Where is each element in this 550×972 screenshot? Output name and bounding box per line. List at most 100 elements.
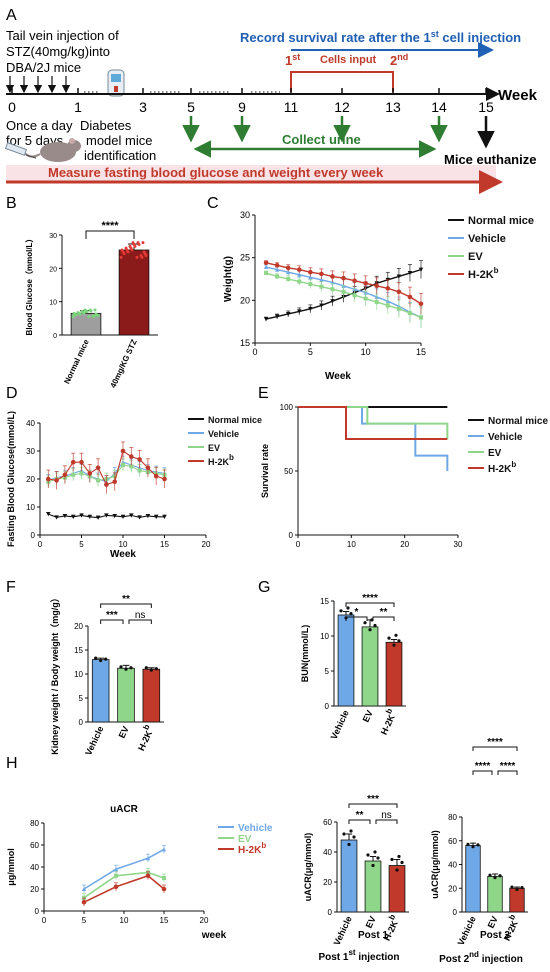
- x-axis-label-main: Post 2: [439, 954, 469, 965]
- legend-vehicle-main: Vehicle: [488, 432, 523, 443]
- y-tick-label: 20: [240, 295, 250, 305]
- significance-bracket: [128, 619, 152, 624]
- timeline-tick: 15: [478, 99, 494, 115]
- legend-h-2k-main: H-2K: [208, 457, 230, 467]
- data-point: [330, 299, 335, 304]
- replicate-dot: [488, 873, 492, 877]
- replicate-dot: [397, 854, 401, 859]
- replicate-dot: [128, 244, 132, 248]
- category-label-main: 40mg/KG STZ: [108, 338, 138, 389]
- bar: [487, 875, 503, 913]
- data-point: [341, 275, 346, 281]
- x-tick-label: 15: [160, 540, 169, 549]
- replicate-dot: [339, 609, 343, 613]
- timeline-record-text: Record survival rate after the 1st cell …: [240, 29, 521, 45]
- x-tick-label: 0: [42, 916, 47, 925]
- measure-label: Measure fasting blood glucose and weight…: [48, 165, 384, 180]
- chart-h1: 0 20 40 60 80 0 5 10 15 20 μg/mmol week VehicleEVH-2…: [6, 819, 273, 941]
- bar: [117, 667, 135, 723]
- data-point: [286, 311, 291, 317]
- y-tick-label: 0: [53, 333, 57, 340]
- y-tick-label: 30: [26, 447, 35, 456]
- category-label: H-2Kb: [375, 707, 399, 736]
- replicate-dot: [142, 250, 146, 254]
- replicate-dot: [349, 612, 353, 616]
- y-tick-label: 0: [79, 718, 84, 727]
- data-point: [46, 512, 51, 517]
- x-tick-label: 0: [296, 540, 301, 549]
- data-point: [120, 448, 126, 454]
- replicate-dot: [363, 621, 367, 625]
- replicate-dot: [94, 312, 98, 316]
- x-tick-label: 30: [454, 540, 463, 549]
- data-point: [87, 514, 92, 519]
- category-label-main: Vehicle: [83, 725, 105, 757]
- y-tick-label: 30: [240, 210, 250, 220]
- x-tick-label: 10: [120, 916, 129, 925]
- data-point: [418, 301, 424, 307]
- data-point: [297, 309, 302, 314]
- data-point: [418, 267, 424, 272]
- replicate-dot: [342, 832, 346, 836]
- data-point: [70, 459, 76, 465]
- replicate-dot: [520, 886, 524, 890]
- x-axis-label-tail: injection: [479, 954, 523, 965]
- y-tick-label: 15: [320, 597, 329, 606]
- significance-label: ns: [135, 610, 146, 621]
- data-point: [319, 284, 324, 289]
- significance-bracket: [100, 619, 124, 624]
- data-point: [162, 876, 166, 880]
- y-tick-label: 30: [49, 233, 57, 240]
- injection-arrows: [5, 76, 71, 94]
- y-axis-label: uACR(μg/mmol): [430, 830, 440, 899]
- y-tick-label: 40: [448, 861, 457, 870]
- y-tick-label: 10: [26, 503, 35, 512]
- category-label: Vehicle: [329, 709, 351, 741]
- data-point: [137, 515, 142, 520]
- bar: [361, 626, 379, 707]
- y-axis-label: BUN(mmol/L): [300, 625, 310, 683]
- timeline-tick: 9: [238, 99, 246, 115]
- replicate-dot: [476, 843, 480, 847]
- data-point: [407, 294, 413, 300]
- x-tick-label: 5: [79, 540, 84, 549]
- significance-label: ****: [101, 220, 119, 232]
- replicate-dot: [119, 255, 123, 259]
- data-point: [263, 264, 269, 270]
- y-tick-label: 80: [448, 813, 457, 822]
- chart-c: 15 20 25 30 0 5 10 15 Weight(g) Week Normal mice Ve…: [223, 210, 534, 382]
- data-point: [319, 303, 324, 308]
- data-point: [112, 513, 117, 519]
- timeline-tick: 3: [139, 99, 147, 115]
- y-tick-label: 20: [30, 885, 39, 894]
- replicate-dot: [144, 666, 148, 670]
- data-point: [308, 269, 313, 275]
- x-tick-label: 20: [400, 540, 409, 549]
- data-point: [297, 279, 302, 284]
- data-point: [112, 479, 117, 485]
- legend-normal-mice-main: Normal mice: [208, 415, 262, 425]
- replicate-dot: [139, 254, 143, 257]
- replicate-dot: [136, 241, 140, 245]
- data-point: [71, 514, 76, 519]
- legend-h-2k: H-2Kb: [468, 266, 499, 281]
- x-axis-label-sup: nd: [469, 950, 479, 959]
- data-point: [46, 476, 51, 482]
- replicate-dot: [397, 639, 401, 643]
- data-point: [154, 514, 159, 519]
- legend-vehicle: Vehicle: [208, 429, 239, 439]
- data-point: [275, 274, 280, 279]
- replicate-dot: [376, 856, 380, 860]
- data-point: [113, 884, 119, 890]
- replicate-dot: [141, 241, 145, 245]
- category-label: H-2Kb: [378, 913, 402, 942]
- legend-vehicle: Vehicle: [238, 823, 273, 834]
- category-label-sup: b: [141, 723, 151, 731]
- data-point: [352, 278, 357, 284]
- x-tick-label: 10: [361, 347, 371, 357]
- replicate-dot: [149, 668, 153, 672]
- bar: [385, 641, 403, 707]
- series-ev: [298, 406, 449, 439]
- legend-normal-mice: Normal mice: [468, 215, 534, 227]
